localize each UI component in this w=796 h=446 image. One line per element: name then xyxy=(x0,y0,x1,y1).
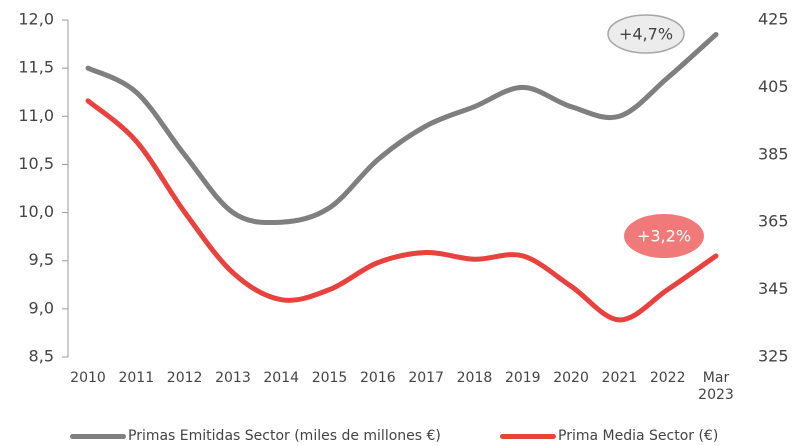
x-tick-label: 2010 xyxy=(70,370,106,386)
y-tick-label: 10,5 xyxy=(18,154,54,173)
x-tick-label: 2012 xyxy=(166,370,203,386)
x-tick-label: Mar 2023 xyxy=(698,370,734,403)
y-tick-label: 11,0 xyxy=(18,106,54,125)
y-tick-label: 9,0 xyxy=(29,298,54,317)
x-tick-label: 2016 xyxy=(360,370,396,386)
x-tick-label: 2021 xyxy=(601,370,638,386)
y2-tick-label: 345 xyxy=(758,279,789,298)
x-tick-label: 2014 xyxy=(263,370,300,386)
annotation: +3,2% xyxy=(637,227,691,246)
x-tick-label: 2022 xyxy=(649,370,686,386)
annotation: +4,7% xyxy=(619,25,673,44)
y-tick-label: 10,0 xyxy=(18,202,54,221)
x-tick-label: 2017 xyxy=(408,370,444,386)
legend-label: Prima Media Sector (€) xyxy=(558,428,719,444)
y2-tick-label: 325 xyxy=(758,347,789,366)
y2-tick-label: 425 xyxy=(758,10,789,29)
x-tick-label: 2018 xyxy=(456,370,493,386)
x-tick-label: 2015 xyxy=(311,370,348,386)
series-line xyxy=(85,98,719,323)
y2-tick-label: 365 xyxy=(758,212,789,231)
y-tick-label: 11,5 xyxy=(18,58,54,77)
x-tick-label: 2013 xyxy=(215,370,251,386)
legend-label: Primas Emitidas Sector (miles de millone… xyxy=(128,428,441,444)
series-line xyxy=(85,31,719,226)
y2-tick-label: 385 xyxy=(758,144,789,163)
x-tick-label: 2011 xyxy=(118,370,155,386)
annotation-bubble xyxy=(607,14,685,54)
legend-item: Prima Media Sector (€) xyxy=(500,428,718,444)
y-tick-label: 12,0 xyxy=(18,10,54,29)
legend-swatch xyxy=(500,433,556,439)
annotation-bubble xyxy=(624,214,704,258)
y-tick-label: 9,5 xyxy=(29,250,54,269)
y-tick-label: 8,5 xyxy=(29,347,54,366)
x-tick-label: 2019 xyxy=(504,370,541,386)
legend-swatch xyxy=(70,433,126,439)
y2-tick-label: 405 xyxy=(758,77,789,96)
x-tick-label: 2020 xyxy=(553,370,589,386)
legend-item: Primas Emitidas Sector (miles de millone… xyxy=(70,428,441,444)
